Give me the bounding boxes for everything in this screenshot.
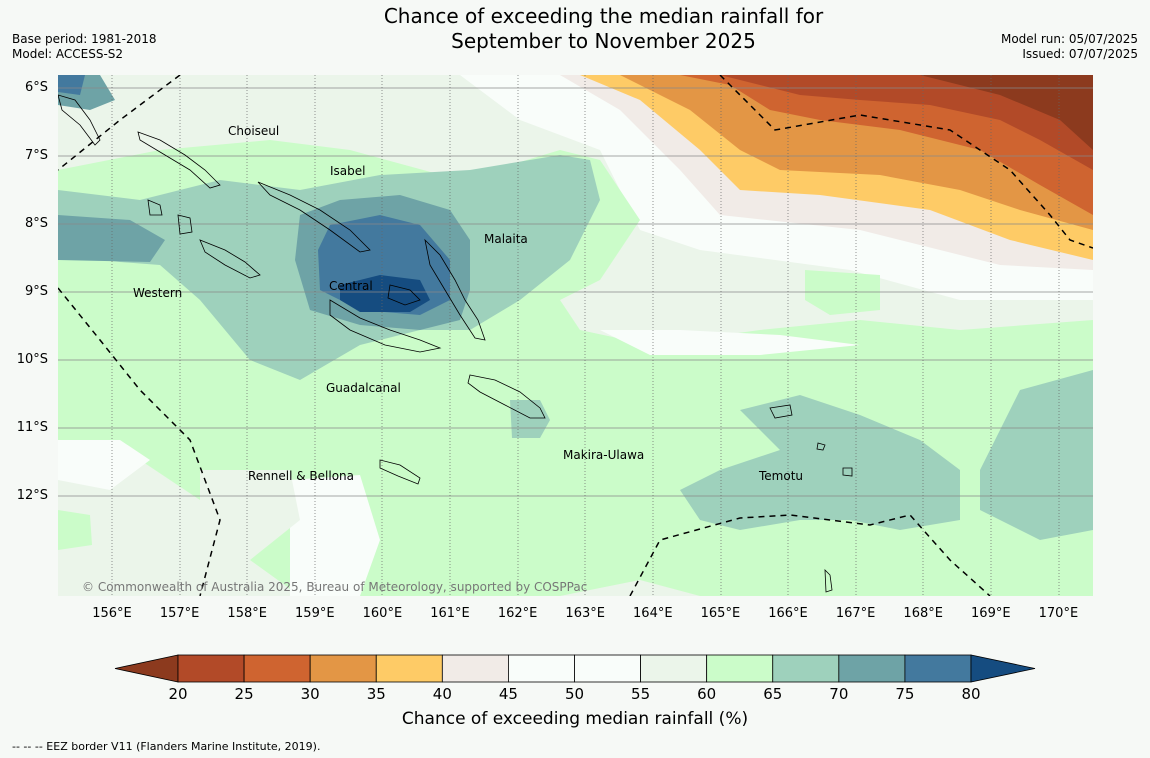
region-label: Malaita: [484, 232, 528, 246]
colorbar-tick-label: 40: [432, 685, 452, 703]
colorbar-tick-label: 50: [564, 685, 585, 703]
colorbar-tick-label: 30: [300, 685, 320, 703]
model-name: Model: ACCESS-S2: [12, 47, 124, 61]
lat-tick-label: 6°S: [24, 80, 48, 95]
region-label: Western: [133, 286, 183, 300]
colorbar-tick-label: 25: [234, 685, 254, 703]
colorbar-bin: [243, 654, 311, 683]
colorbar-tick-label: 65: [763, 685, 783, 703]
title-line-1: Chance of exceeding the median rainfall …: [383, 4, 824, 28]
lon-tick-label: 162°E: [497, 606, 538, 621]
region-label: Rennell & Bellona: [248, 469, 355, 483]
lon-tick-label: 163°E: [565, 606, 605, 621]
colorbar-tick-label: 35: [366, 685, 386, 703]
lon-tick-label: 157°E: [159, 606, 200, 621]
colorbar-bin: [309, 654, 377, 683]
copyright-notice: © Commonwealth of Australia 2025, Bureau…: [82, 580, 588, 594]
region-label: Choiseul: [228, 124, 280, 138]
lat-tick-label: 10°S: [16, 352, 48, 367]
lon-tick-label: 169°E: [971, 606, 1011, 621]
colorbar: [114, 654, 1036, 683]
lon-tick-label: 165°E: [700, 606, 741, 621]
lon-tick-label: 159°E: [295, 606, 335, 621]
lon-tick-label: 164°E: [633, 606, 673, 621]
colorbar-bin: [574, 654, 641, 683]
lon-tick-label: 170°E: [1038, 606, 1079, 621]
lon-tick-label: 167°E: [835, 606, 876, 621]
lon-tick-label: 156°E: [92, 606, 132, 621]
colorbar-tick-label: 80: [961, 685, 981, 703]
eez-border: [58, 75, 1093, 596]
map-title: Chance of exceeding the median rainfall …: [300, 4, 907, 54]
colorbar-tick-label: 75: [895, 685, 915, 703]
colorbar-bin: [838, 654, 906, 683]
graticule: [58, 87, 1093, 497]
colorbar-tick-label: 55: [631, 685, 651, 703]
region-label: Temotu: [759, 469, 804, 483]
lon-tick-label: 168°E: [903, 606, 943, 621]
lon-tick-label: 166°E: [768, 606, 808, 621]
colorbar-title: Chance of exceeding median rainfall (%): [401, 709, 749, 729]
colorbar-extend-high: [970, 654, 1036, 683]
colorbar-extend-low: [114, 654, 179, 683]
meta-left: Base period: 1981-2018 Model: ACCESS-S2: [12, 32, 157, 62]
colorbar-bin: [441, 654, 509, 683]
lat-tick-label: 11°S: [16, 420, 48, 435]
colorbar-bin: [706, 654, 774, 683]
colorbar-bin: [375, 654, 443, 683]
lat-tick-label: 8°S: [24, 216, 48, 231]
colorbar-bin: [177, 654, 245, 683]
coastlines: [58, 94, 853, 593]
colorbar-tick-label: 60: [697, 685, 717, 703]
eez-footnote: -- -- -- EEZ border V11 (Flanders Marine…: [12, 740, 321, 753]
lat-tick-label: 7°S: [24, 148, 48, 163]
colorbar-bin: [904, 654, 972, 683]
rainfall-field: [58, 75, 1093, 596]
lon-tick-label: 158°E: [227, 606, 267, 621]
region-label: Isabel: [330, 164, 366, 178]
region-label: Central: [329, 279, 373, 293]
colorbar-tick-label: 20: [168, 685, 188, 703]
colorbar-bin: [772, 654, 840, 683]
lat-tick-label: 9°S: [24, 284, 48, 299]
lon-tick-label: 160°E: [362, 606, 403, 621]
colorbar-bin: [640, 654, 708, 683]
base-period: Base period: 1981-2018: [12, 32, 157, 46]
colorbar-tick-label: 70: [829, 685, 849, 703]
lat-tick-label: 12°S: [16, 488, 48, 503]
issued-date: Issued: 07/07/2025: [1022, 47, 1138, 61]
region-label: Guadalcanal: [326, 381, 401, 395]
colorbar-tick-label: 45: [498, 685, 518, 703]
lon-tick-label: 161°E: [430, 606, 470, 621]
title-line-2: September to November 2025: [451, 29, 756, 53]
region-label: Makira-Ulawa: [563, 448, 645, 462]
colorbar-bin: [508, 654, 575, 683]
meta-right: Model run: 05/07/2025 Issued: 07/07/2025: [1001, 32, 1138, 62]
model-run: Model run: 05/07/2025: [1000, 32, 1138, 46]
